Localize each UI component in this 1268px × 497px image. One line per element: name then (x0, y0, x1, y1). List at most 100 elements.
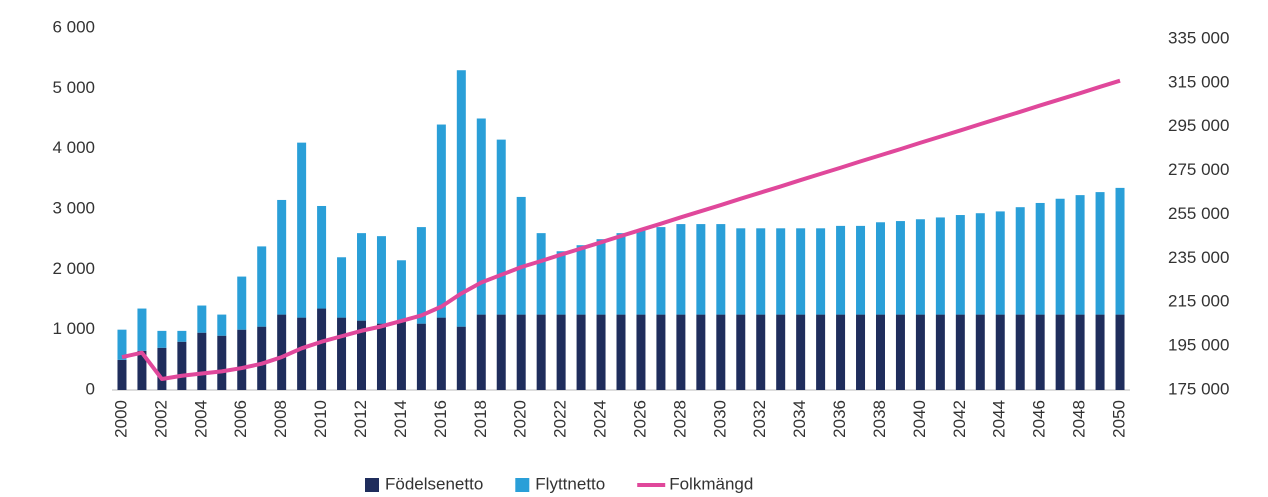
bar (317, 205, 327, 309)
bar (456, 326, 466, 390)
bar (197, 305, 207, 333)
y2-tick-label: 335 000 (1168, 28, 1229, 47)
bar (1095, 314, 1105, 390)
bar (955, 215, 965, 315)
x-tick-label: 2004 (191, 400, 210, 438)
x-tick-label: 2046 (1030, 400, 1049, 438)
bar (995, 211, 1005, 315)
y2-tick-label: 215 000 (1168, 292, 1229, 311)
bar (177, 341, 187, 390)
bar (317, 308, 327, 390)
bar (476, 118, 486, 315)
legend-swatch (365, 478, 379, 492)
y2-tick-label: 315 000 (1168, 72, 1229, 91)
bar (217, 314, 227, 336)
bar (616, 233, 626, 315)
bar (776, 314, 786, 390)
bar (596, 314, 606, 390)
bar (1035, 202, 1045, 315)
bar (376, 236, 386, 324)
bar (117, 359, 127, 390)
bar (676, 224, 686, 315)
x-tick-label: 2034 (790, 400, 809, 438)
bar (456, 70, 466, 327)
bar (1015, 314, 1025, 390)
bar (796, 314, 806, 390)
bar (237, 329, 247, 390)
bar (975, 314, 985, 390)
bar (875, 222, 885, 315)
bar (117, 329, 127, 360)
bar (676, 314, 686, 390)
bar (556, 314, 566, 390)
bar (816, 314, 826, 390)
bar (1055, 198, 1065, 315)
bar (836, 314, 846, 390)
bar (935, 314, 945, 390)
bar (516, 196, 526, 315)
y-tick-label: 1 000 (52, 319, 95, 338)
x-tick-label: 2050 (1110, 400, 1129, 438)
x-tick-label: 2018 (471, 400, 490, 438)
bar (576, 314, 586, 390)
y-tick-label: 2 000 (52, 259, 95, 278)
bar (177, 330, 187, 342)
bar (915, 219, 925, 315)
y-tick-label: 0 (86, 379, 95, 398)
bar (376, 323, 386, 390)
bar (596, 239, 606, 315)
bar (536, 233, 546, 315)
bar (396, 260, 406, 321)
bar (836, 225, 846, 315)
bar (396, 320, 406, 390)
bar (436, 124, 446, 318)
bar (337, 317, 347, 390)
bar (816, 228, 826, 315)
bar (696, 224, 706, 315)
bar (237, 276, 247, 330)
bar (137, 350, 147, 390)
bar (656, 314, 666, 390)
bar (895, 314, 905, 390)
bar (856, 314, 866, 390)
bar (277, 314, 287, 390)
bar (1095, 192, 1105, 315)
bar (157, 330, 167, 348)
y-tick-label: 3 000 (52, 198, 95, 217)
bar (935, 217, 945, 315)
bar (616, 314, 626, 390)
x-tick-label: 2040 (910, 400, 929, 438)
bar (636, 314, 646, 390)
y2-tick-label: 235 000 (1168, 248, 1229, 267)
bar (756, 314, 766, 390)
bar (995, 314, 1005, 390)
bar (776, 228, 786, 315)
x-tick-label: 2016 (431, 400, 450, 438)
bar (736, 314, 746, 390)
bar (716, 224, 726, 315)
bar (357, 233, 367, 321)
y2-tick-label: 255 000 (1168, 204, 1229, 223)
bar (1075, 314, 1085, 390)
x-tick-label: 2002 (151, 400, 170, 438)
bar (736, 228, 746, 315)
x-tick-label: 2010 (311, 400, 330, 438)
bar (516, 314, 526, 390)
bar (257, 246, 267, 327)
bar (756, 228, 766, 315)
line (121, 78, 1121, 382)
y-tick-label: 4 000 (52, 138, 95, 157)
bar (157, 347, 167, 390)
bar (796, 228, 806, 315)
x-tick-label: 2032 (750, 400, 769, 438)
x-tick-label: 2024 (591, 400, 610, 438)
bar (1075, 195, 1085, 315)
bar (1015, 207, 1025, 315)
x-tick-label: 2036 (830, 400, 849, 438)
bar (277, 199, 287, 315)
bar (197, 332, 207, 390)
bar (137, 308, 147, 351)
legend-label: Födelsenetto (385, 474, 483, 493)
bar (496, 314, 506, 390)
x-tick-label: 2020 (511, 400, 530, 438)
